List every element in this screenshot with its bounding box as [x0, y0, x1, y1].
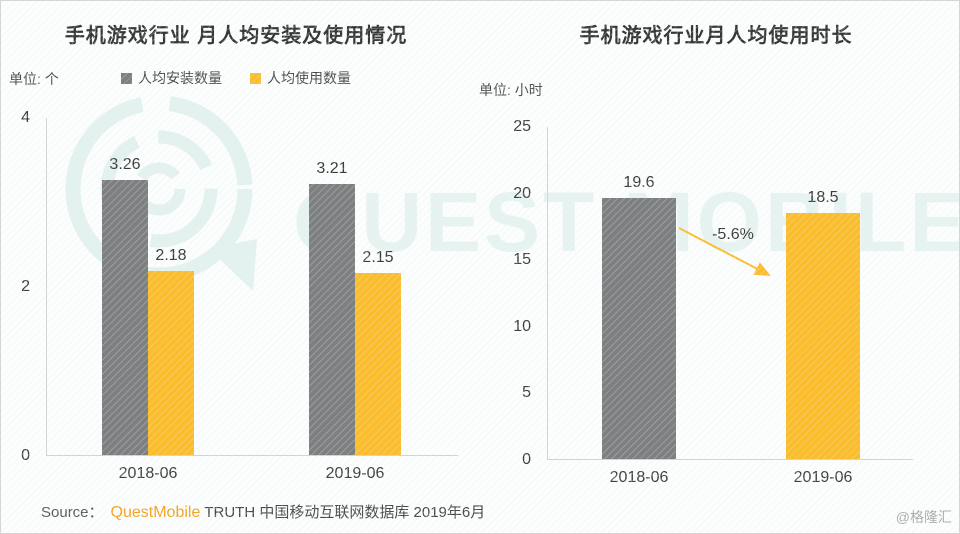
- decline-annotation: -5.6%: [712, 226, 754, 243]
- bar-2019-06-人均使用数量: [355, 273, 401, 455]
- bar-2019-06-人均安装数量: [309, 183, 355, 455]
- bar-2018-06-月人均使用时长: [602, 197, 676, 459]
- chart-left-plot-area: 0 2 4 3.26 3.21 2.18 2.15 2018-06 2019-06: [21, 109, 458, 482]
- legend-item-install: 人均安装数量: [121, 68, 222, 88]
- gelonghui-watermark: @格隆汇: [895, 509, 952, 525]
- legend-item-usage: 人均使用数量: [250, 68, 351, 88]
- chart-left-title: 手机游戏行业 月人均安装及使用情况: [64, 25, 408, 47]
- chart-right-x-axis-line: [547, 459, 913, 460]
- y-tick-label: 4: [21, 109, 30, 126]
- decline-arrow: [678, 227, 771, 276]
- watermark-logo-tail: [209, 239, 257, 291]
- source-brand: QuestMobile: [110, 504, 201, 521]
- bar-value-label: 18.5: [807, 188, 839, 206]
- chart-usage-duration: 手机游戏行业月人均使用时长 单位: 小时 -5.6% 0 5 10 15 20 25 19.…: [471, 1, 959, 493]
- chart-left-x-axis-line: [46, 455, 458, 456]
- bar-value-label: 19.6: [623, 173, 655, 191]
- x-category-label: 2018-06: [609, 469, 669, 486]
- chart-right-unit-label: 单位: 小时: [479, 82, 543, 98]
- y-tick-label: 10: [513, 317, 531, 335]
- y-tick-label: 0: [522, 451, 531, 468]
- bar-value-label: 2.15: [362, 249, 394, 267]
- bar-2018-06-人均使用数量: [148, 270, 194, 455]
- chart-right-y-axis-line: [547, 127, 548, 460]
- y-tick-label: 15: [513, 251, 531, 269]
- legend-label-usage: 人均使用数量: [267, 70, 351, 86]
- chart-install-usage: 手机游戏行业 月人均安装及使用情况 单位: 个 人均安装数量 人均使用数量 0 2…: [1, 1, 471, 493]
- source-prefix: Source：: [41, 504, 104, 521]
- y-tick-label: 25: [513, 118, 531, 135]
- legend-label-install: 人均安装数量: [138, 70, 222, 86]
- legend-swatch-usage: [250, 72, 261, 84]
- y-tick-label: 0: [21, 447, 30, 464]
- source-suffix: TRUTH 中国移动互联网数据库 2019年6月: [204, 504, 486, 521]
- chart-right-title: 手机游戏行业月人均使用时长: [579, 25, 853, 47]
- watermark-logo-core: [132, 162, 186, 216]
- y-tick-label: 5: [522, 384, 531, 402]
- bar-2019-06-月人均使用时长: [786, 212, 860, 459]
- y-tick-label: 2: [21, 278, 30, 295]
- chart-left-legend: 人均安装数量 人均使用数量: [1, 68, 471, 88]
- source-line: Source： QuestMobile TRUTH 中国移动互联网数据库 2019年…: [41, 501, 485, 522]
- y-tick-label: 20: [513, 184, 531, 202]
- legend-swatch-install: [121, 72, 132, 84]
- x-category-label: 2018-06: [118, 465, 178, 482]
- x-category-label: 2019-06: [793, 469, 853, 486]
- bar-value-label: 2.18: [155, 246, 187, 264]
- chart-left-unit-label: 单位: 个: [9, 71, 59, 87]
- x-category-label: 2019-06: [325, 465, 385, 482]
- chart-left-y-axis-line: [46, 118, 47, 456]
- bar-value-label: 3.21: [316, 159, 348, 177]
- bar-2018-06-人均安装数量: [102, 179, 148, 455]
- bar-value-label: 3.26: [109, 155, 141, 173]
- decline-arrow-line: [678, 227, 771, 276]
- chart-right-plot-area: -5.6% 0 5 10 15 20 25 19.6 18.5 2018-06 2019-06: [513, 118, 913, 486]
